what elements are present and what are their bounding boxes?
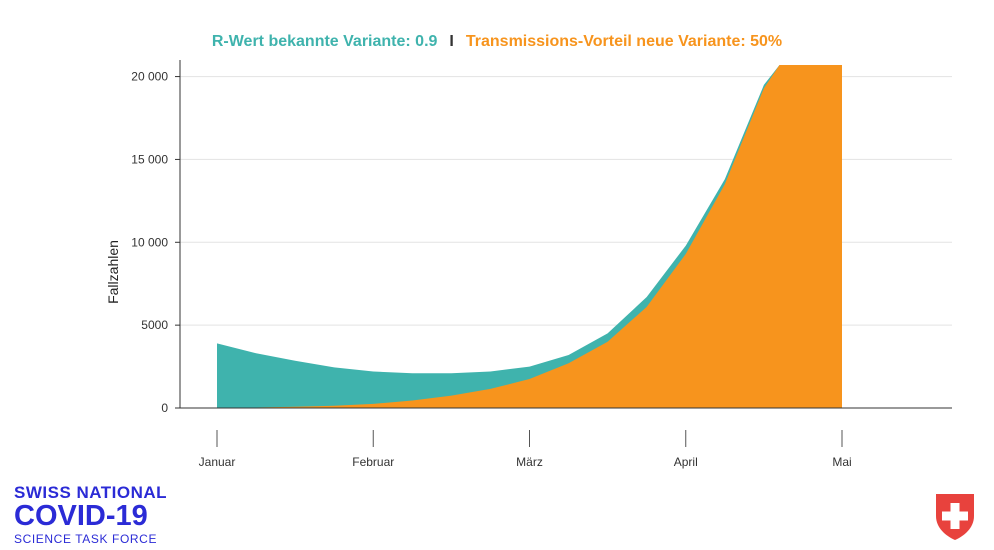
axes [175, 60, 952, 447]
series-areas [217, 65, 842, 408]
title-separator: I [449, 33, 454, 50]
x-tick-label: Februar [352, 455, 394, 469]
y-tick-label: 15 000 [131, 152, 168, 166]
tick-labels: 0 5000 10 000 15 000 20 000 Januar Februar März… [105, 70, 852, 469]
series-area-2 [217, 65, 842, 408]
task-force-logo: SWISS NATIONAL COVID-19 SCIENCE TASK FOR… [14, 484, 167, 545]
title-transmission-advantage: Transmissions-Vorteil neue Variante: 50% [465, 33, 783, 50]
chart-title: R-Wert bekannte Variante: 0.9 I Transmissi… [0, 33, 994, 51]
x-tick-label: März [516, 455, 543, 469]
y-tick-label: 10 000 [131, 235, 168, 249]
logo-line-1: SWISS NATIONAL [14, 483, 168, 502]
y-tick-label: 0 [161, 401, 168, 415]
y-tick-label: 5000 [141, 318, 168, 332]
y-axis-title: Fallzahlen [105, 240, 121, 304]
logo-line-3: SCIENCE TASK FORCE [14, 532, 158, 546]
x-tick-label: April [674, 455, 698, 469]
x-tick-label: Mai [832, 455, 851, 469]
title-r-value: R-Wert bekannte Variante: 0.9 [211, 33, 438, 50]
logo-line-2: COVID-19 [14, 500, 148, 532]
x-tick-label: Januar [199, 455, 236, 469]
y-tick-label: 20 000 [131, 70, 168, 84]
swiss-shield-icon [936, 494, 974, 540]
